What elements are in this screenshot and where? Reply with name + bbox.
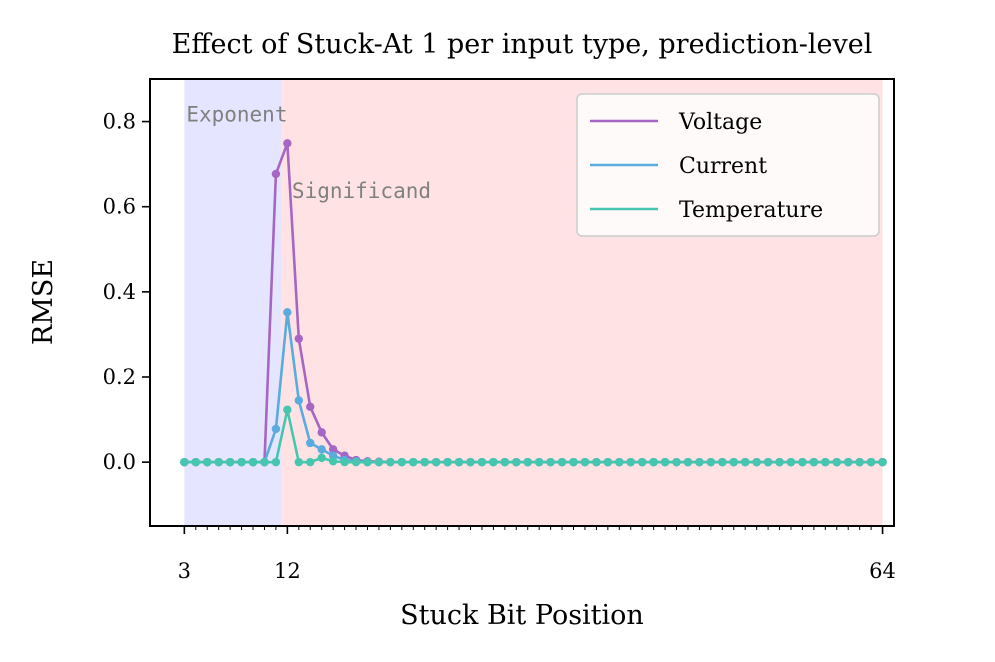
- data-point-temperature: [237, 457, 246, 467]
- data-point-voltage: [306, 402, 315, 411]
- x-tick-label: 3: [178, 559, 191, 583]
- data-point-temperature: [695, 457, 704, 467]
- data-point-voltage: [294, 334, 303, 343]
- data-point-temperature: [397, 457, 407, 467]
- region-label-significand: Significand: [292, 179, 431, 203]
- data-point-temperature: [374, 457, 384, 467]
- region-label-exponent: Exponent: [186, 103, 287, 127]
- data-point-temperature: [672, 457, 681, 467]
- data-point-temperature: [180, 457, 189, 467]
- y-axis-label: RMSE: [28, 259, 59, 345]
- data-point-temperature: [431, 457, 441, 467]
- data-point-voltage: [283, 139, 292, 148]
- data-point-temperature: [626, 457, 635, 467]
- data-point-temperature: [328, 457, 338, 466]
- data-point-temperature: [191, 457, 200, 467]
- data-point-temperature: [546, 457, 555, 467]
- data-point-temperature: [798, 457, 807, 467]
- data-point-voltage: [317, 428, 326, 437]
- plot-frame: [149, 78, 895, 527]
- data-point-temperature: [844, 457, 853, 467]
- data-point-current: [283, 308, 292, 317]
- data-point-temperature: [351, 457, 361, 467]
- y-tick-label: 0.6: [103, 195, 136, 219]
- data-point-temperature: [409, 457, 418, 467]
- data-point-temperature: [866, 457, 876, 467]
- data-point-temperature: [500, 457, 510, 467]
- data-point-temperature: [706, 457, 716, 467]
- y-tick-label: 0.0: [103, 450, 136, 474]
- data-point-temperature: [306, 457, 315, 467]
- data-point-temperature: [603, 457, 613, 467]
- data-point-temperature: [225, 457, 235, 467]
- data-point-temperature: [363, 457, 372, 467]
- legend-label-current: Current: [679, 154, 767, 179]
- data-point-temperature: [260, 457, 269, 467]
- data-point-temperature: [386, 457, 395, 467]
- y-axis: 0.0 0.2 0.4 0.6 0.8: [103, 110, 150, 474]
- data-point-temperature: [649, 457, 658, 467]
- y-tick-label: 0.4: [103, 280, 136, 304]
- data-point-temperature: [420, 457, 429, 467]
- data-point-temperature: [615, 457, 624, 467]
- data-point-voltage: [328, 445, 338, 454]
- data-point-voltage: [271, 169, 281, 179]
- data-point-temperature: [557, 457, 567, 467]
- data-point-temperature: [466, 457, 475, 467]
- data-point-temperature: [821, 457, 830, 467]
- legend-label-temperature: Temperature: [679, 198, 823, 223]
- series-points: [180, 139, 887, 467]
- data-point-temperature: [317, 453, 326, 463]
- data-point-temperature: [718, 457, 727, 467]
- data-point-temperature: [832, 457, 841, 467]
- data-point-current: [317, 445, 326, 454]
- data-point-temperature: [855, 457, 864, 467]
- data-point-temperature: [443, 457, 452, 467]
- data-point-temperature: [592, 457, 601, 467]
- x-axis: 3 12 64: [178, 526, 896, 583]
- y-tick-label: 0.8: [103, 110, 136, 134]
- data-point-temperature: [752, 457, 761, 467]
- data-point-current: [306, 438, 315, 448]
- data-point-temperature: [271, 457, 281, 467]
- x-tick-label: 64: [869, 559, 896, 583]
- data-point-current: [294, 396, 303, 405]
- x-axis-label: Stuck Bit Position: [400, 600, 644, 631]
- data-point-temperature: [294, 457, 303, 467]
- data-point-temperature: [683, 457, 693, 467]
- data-point-temperature: [660, 457, 670, 467]
- data-point-temperature: [729, 457, 738, 467]
- data-point-temperature: [512, 457, 521, 467]
- data-point-temperature: [489, 457, 498, 467]
- data-point-temperature: [878, 457, 887, 467]
- y-tick-label: 0.2: [103, 365, 136, 389]
- data-point-temperature: [637, 457, 647, 467]
- data-point-current: [271, 424, 281, 434]
- data-point-temperature: [340, 457, 349, 467]
- x-tick-label: 12: [274, 559, 301, 583]
- chart-title: Effect of Stuck-At 1 per input type, pre…: [172, 29, 873, 60]
- data-point-temperature: [283, 405, 292, 414]
- legend-box: [576, 93, 880, 237]
- data-point-temperature: [477, 457, 487, 467]
- data-point-temperature: [580, 457, 590, 467]
- data-point-temperature: [809, 457, 819, 467]
- data-point-temperature: [763, 457, 773, 467]
- data-point-temperature: [248, 457, 258, 467]
- data-point-temperature: [454, 457, 464, 467]
- data-point-temperature: [775, 457, 784, 467]
- data-point-temperature: [523, 457, 532, 467]
- data-point-temperature: [203, 457, 212, 467]
- data-point-temperature: [786, 457, 796, 467]
- data-point-temperature: [214, 457, 223, 467]
- data-point-temperature: [741, 457, 750, 467]
- region-labels: Exponent Significand: [186, 103, 431, 204]
- legend-label-voltage: Voltage: [678, 110, 762, 135]
- data-point-temperature: [534, 457, 544, 467]
- data-point-temperature: [569, 457, 578, 467]
- legend: Voltage Current Temperature: [576, 93, 880, 237]
